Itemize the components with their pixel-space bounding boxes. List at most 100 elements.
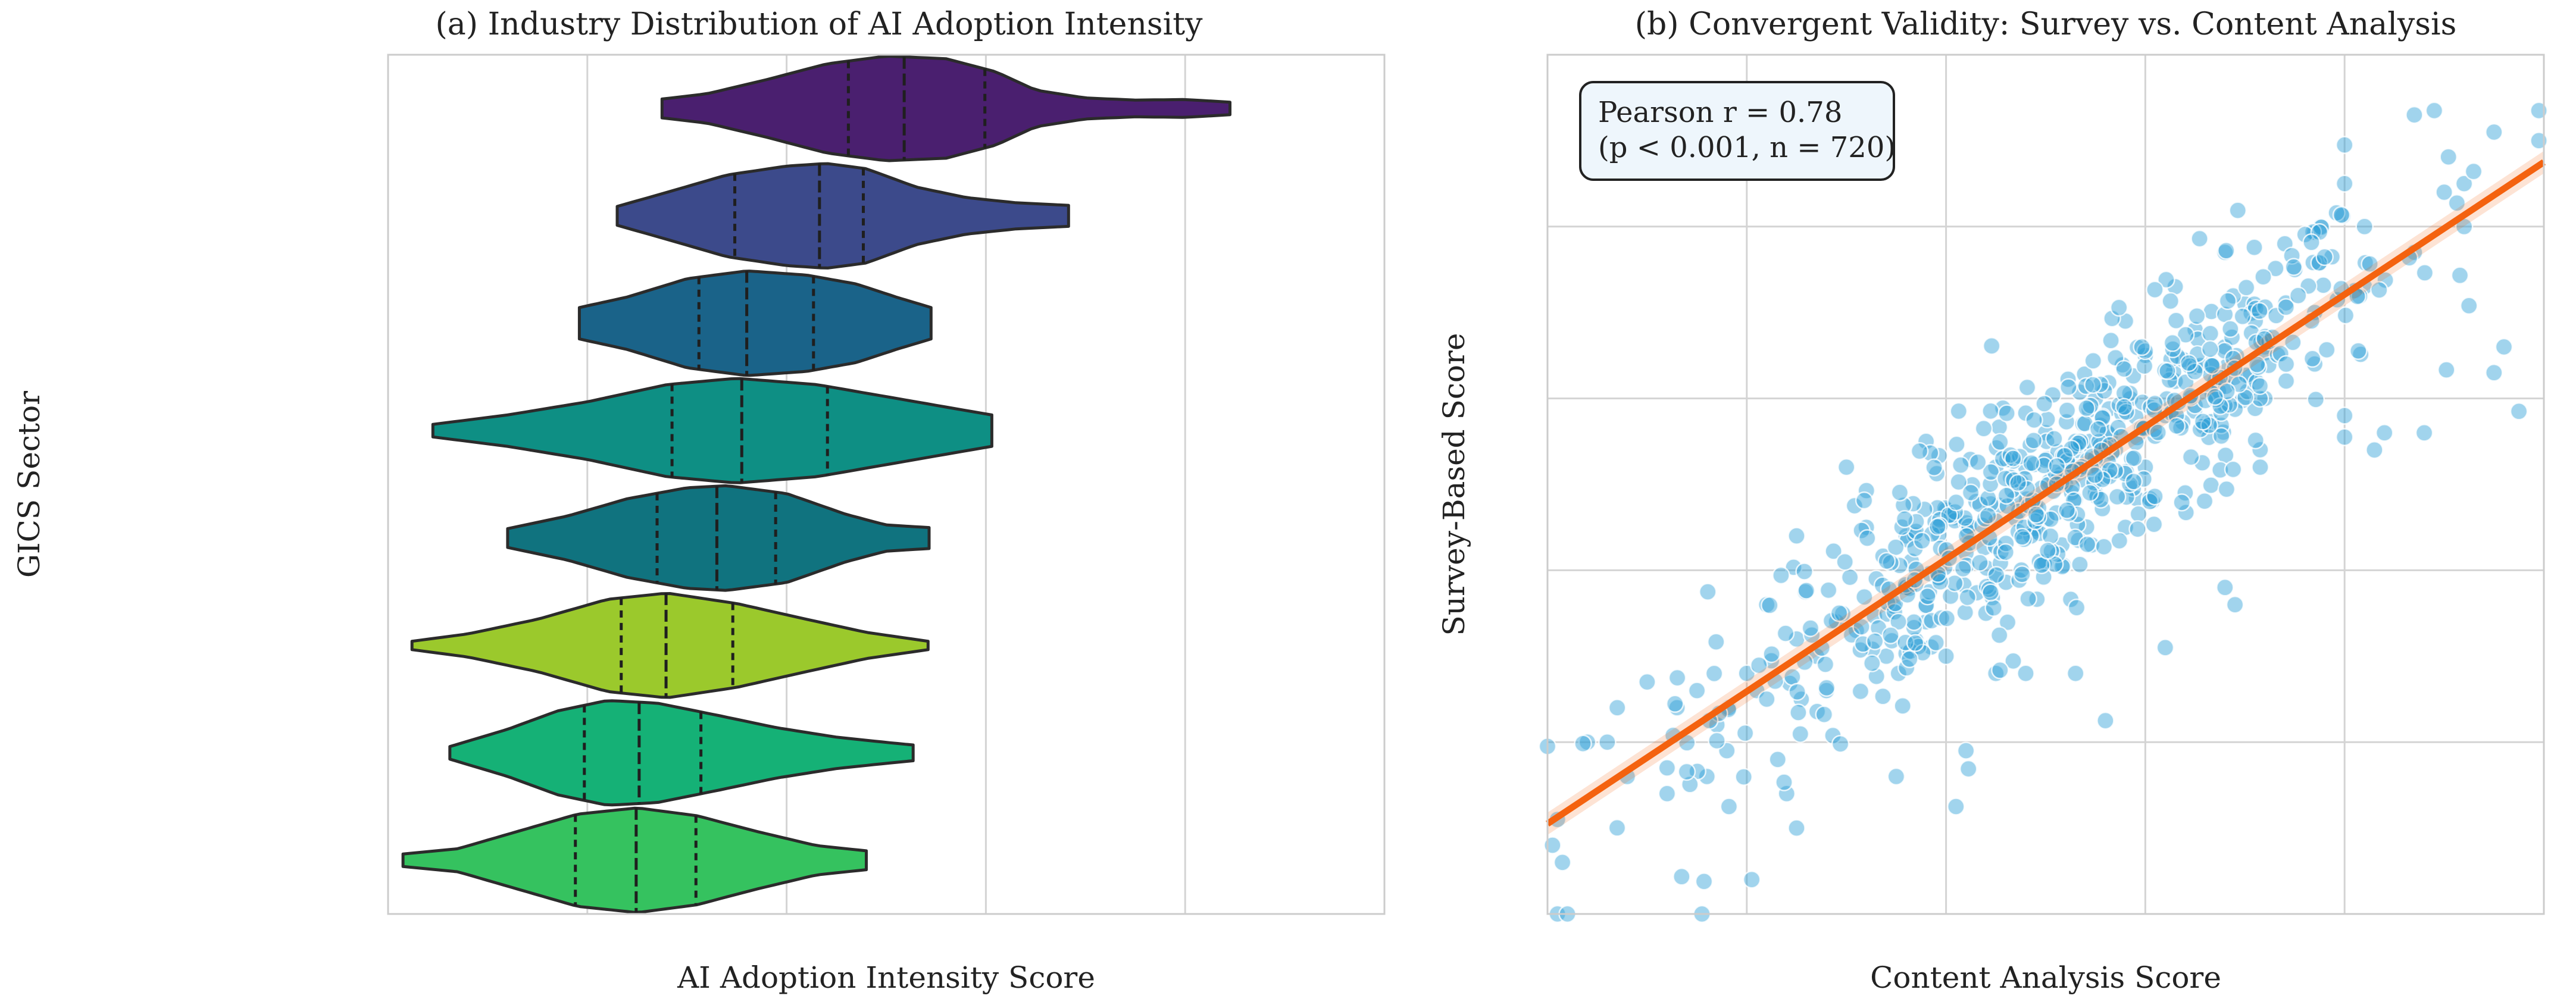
chart-b-frame [1546, 54, 2545, 915]
scatter-point [2109, 298, 2128, 317]
scatter-point [2067, 598, 2086, 617]
scatter-point [2156, 638, 2175, 657]
scatter-point [2450, 266, 2469, 285]
scatter-point [2094, 537, 2114, 556]
scatter-point [1971, 553, 1989, 572]
scatter-point [1608, 819, 1627, 837]
scatter-point [2059, 378, 2078, 396]
scatter-point [2509, 402, 2528, 421]
chart-b-points [1538, 101, 2548, 923]
scatter-point [2172, 493, 2191, 512]
scatter-point [2201, 324, 2219, 343]
scatter-point [1982, 337, 2001, 355]
scatter-point [1905, 618, 1924, 637]
scatter-point [1979, 489, 1997, 508]
scatter-point [1789, 703, 1808, 722]
scatter-point [1981, 583, 2000, 602]
scatter-point [1895, 510, 1914, 528]
scatter-point [2233, 307, 2252, 326]
scatter-point [1956, 741, 1975, 760]
scatter-point [2335, 174, 2354, 193]
chart-a-violins [401, 55, 1231, 914]
scatter-point [1777, 784, 1796, 803]
scatter-point [2277, 372, 2296, 390]
scatter-point [1697, 767, 1717, 786]
scatter-point [2077, 399, 2096, 418]
scatter-point [2149, 423, 2167, 442]
scatter-point [1927, 633, 1945, 652]
scatter-point [1687, 681, 1706, 700]
scatter-point [1840, 568, 1859, 587]
scatter-point [2271, 345, 2290, 363]
scatter-point [2303, 349, 2322, 368]
scatter-point [2129, 505, 2148, 524]
scatter-point [2181, 447, 2200, 467]
scatter-point [1817, 678, 1836, 697]
scatter-point [1889, 612, 1908, 631]
scatter-point [2146, 487, 2164, 506]
violin-healthcare [448, 699, 915, 807]
scatter-point [1959, 759, 1978, 778]
scatter-point [2277, 355, 2296, 374]
scatter-point [1947, 493, 1965, 512]
scatter-point [1707, 633, 1725, 651]
scatter-point [2013, 528, 2031, 546]
scatter-point [1695, 872, 1714, 891]
scatter-point [1928, 518, 1947, 536]
scatter-point [1907, 512, 1925, 531]
scatter-point [2075, 414, 2094, 433]
scatter-point [2217, 241, 2236, 260]
scatter-point [1665, 694, 1684, 713]
scatter-point [1816, 655, 1835, 674]
scatter-point [2425, 101, 2444, 120]
scatter-point [2251, 458, 2269, 477]
scatter-point [2335, 406, 2354, 425]
scatter-point [1900, 650, 1919, 668]
scatter-point [1998, 613, 2017, 632]
scatter-point [2216, 578, 2234, 597]
scatter-point [1974, 419, 1993, 438]
scatter-point [1574, 734, 1592, 753]
scatter-point [2115, 384, 2134, 402]
scatter-point [2485, 123, 2503, 142]
scatter-point [2167, 311, 2186, 330]
violin-chart: (a) Industry Distribution of AI Adoption… [12, 7, 1386, 995]
scatter-point [1877, 552, 1896, 571]
scatter-point [2254, 267, 2272, 286]
scatter-point [1896, 633, 1915, 652]
scatter-point [1668, 668, 1687, 687]
scatter-point [1784, 558, 1803, 577]
scatter-point [1768, 750, 1787, 769]
scatter-point [2228, 201, 2247, 220]
scatter-point [2336, 306, 2355, 325]
scatter-point [1997, 573, 2015, 591]
scatter-point [2091, 375, 2110, 394]
scatter-point [1917, 432, 1936, 451]
scatter-point [2128, 519, 2147, 538]
scatter-point [2289, 286, 2308, 305]
scatter-point [2019, 589, 2037, 608]
scatter-point [2375, 424, 2394, 442]
scatter-point [1956, 603, 1974, 622]
scatter-point [2187, 306, 2206, 325]
scatter-point [1996, 543, 2015, 562]
scatter-point [2180, 353, 2198, 372]
annotation-stats: (p < 0.001, n = 720) [1598, 131, 1896, 164]
scatter-point [2106, 462, 2125, 480]
scatter-point [2062, 439, 2081, 458]
scatter-point [2355, 217, 2374, 236]
scatter-point [1855, 587, 1874, 606]
scatter-point [1953, 559, 1972, 578]
scatter-point [1925, 458, 1943, 477]
scatter-point [1795, 562, 1814, 581]
scatter-point [2066, 664, 2085, 682]
scatter-point [2283, 246, 2301, 265]
annotation-pearson: Pearson r = 0.78 [1598, 96, 1842, 129]
violin-materials [577, 270, 933, 377]
scatter-point [2058, 401, 2077, 419]
scatter-point [2176, 484, 2194, 502]
scatter-point [1638, 672, 1656, 691]
scatter-point [1830, 604, 1849, 622]
scatter-point [2211, 397, 2230, 415]
scatter-point [1837, 458, 1856, 477]
